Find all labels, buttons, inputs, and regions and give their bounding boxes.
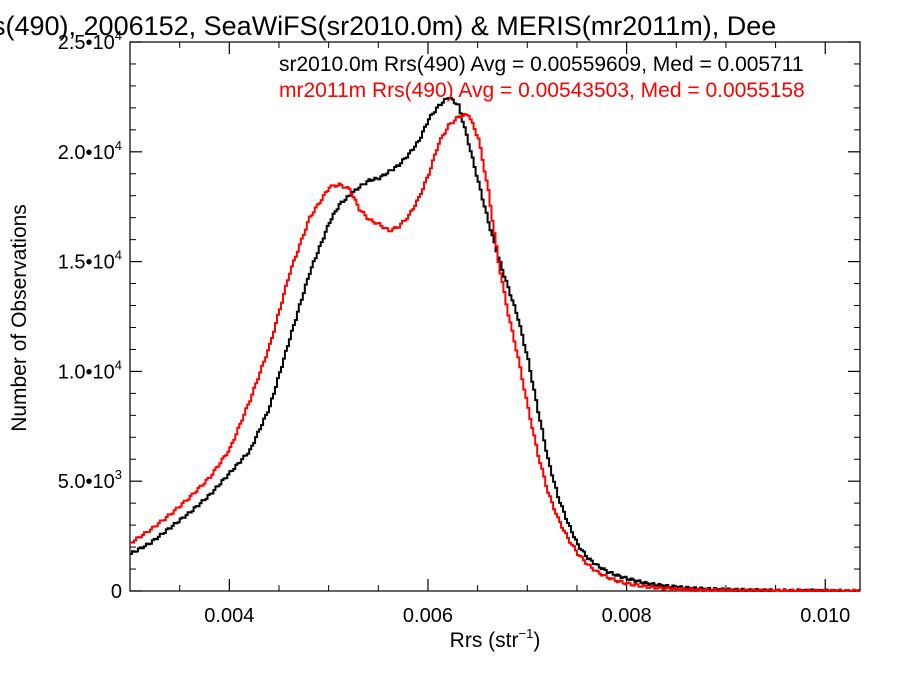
x-axis-label-superscript: −1 — [519, 626, 534, 641]
series-layer — [130, 96, 860, 592]
y-tick-label-exponent: 3 — [115, 467, 122, 482]
y-tick-label-mantissa: 1.5•10 — [58, 252, 115, 274]
y-tick-label-exponent: 4 — [115, 357, 122, 372]
chart-title: s(490), 2006152, SeaWiFS(sr2010.0m) & ME… — [0, 11, 776, 41]
x-tick-label: 0.006 — [403, 605, 453, 627]
y-tick-label-mantissa: 2.0•10 — [58, 142, 115, 164]
x-axis: 0.004 0.006 0.008 0.010 — [179, 42, 850, 627]
y-tick-label-exponent: 4 — [115, 28, 122, 43]
y-tick-label: 5.0•103 — [58, 467, 122, 493]
y-tick-label: 1.0•104 — [58, 357, 122, 383]
y-tick-label-mantissa: 1.0•10 — [58, 361, 115, 383]
x-tick-label: 0.008 — [602, 605, 652, 627]
y-tick-label: 0 — [111, 581, 122, 603]
x-tick-label: 0.010 — [800, 605, 850, 627]
y-tick-label-mantissa: 2.5•10 — [58, 32, 115, 54]
y-axis-label: Number of Observations — [8, 204, 31, 432]
y-tick-label: 2.0•104 — [58, 138, 122, 164]
plot-frame — [129, 41, 861, 592]
y-tick-label: 1.5•104 — [58, 248, 122, 274]
y-tick-label-exponent: 4 — [115, 138, 122, 153]
stats-annotation: sr2010.0m Rrs(490) Avg = 0.00559609, Med… — [279, 53, 804, 76]
x-tick-label: 0.004 — [204, 605, 254, 627]
annotation-layer: sr2010.0m Rrs(490) Avg = 0.00559609, Med… — [279, 53, 805, 102]
x-axis-label-main: Rrs (str — [450, 629, 519, 652]
x-axis-label-tail: ) — [533, 629, 540, 652]
series-red-histogram — [130, 113, 860, 592]
y-tick-label-exponent: 4 — [115, 248, 122, 263]
y-tick-label-mantissa: 5.0•10 — [58, 471, 115, 493]
stats-annotation: mr2011m Rrs(490) Avg = 0.00543503, Med =… — [279, 79, 805, 102]
x-axis-label: Rrs (str−1) — [450, 626, 541, 652]
plot-border — [129, 41, 861, 592]
y-tick-label: 2.5•104 — [58, 28, 122, 54]
series-black-histogram — [130, 96, 860, 592]
y-tick-label-mantissa: 0 — [111, 581, 122, 603]
